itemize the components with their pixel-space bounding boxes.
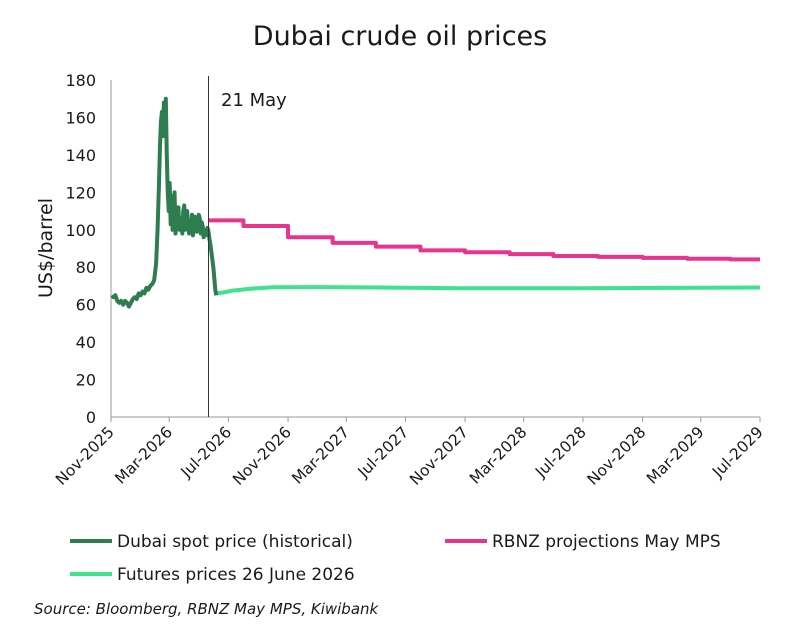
y-tick-label: 120	[65, 183, 96, 202]
x-tick-label: Nov-2026	[229, 423, 295, 489]
y-tick-label: 140	[65, 146, 96, 165]
source-note: Source: Bloomberg, RBNZ May MPS, Kiwiban…	[34, 600, 380, 618]
y-axis-label: US$/barrel	[35, 198, 57, 298]
y-tick-label: 0	[86, 408, 96, 427]
y-tick-label: 80	[76, 258, 96, 277]
x-tick-label: Jul-2029	[708, 423, 767, 482]
y-tick-label: 180	[65, 71, 96, 90]
x-tick-label: Nov-2028	[584, 423, 650, 489]
x-tick-label: Jul-2026	[177, 423, 236, 482]
y-tick-label: 160	[65, 108, 96, 127]
series-dubai-spot-line	[110, 96, 219, 309]
x-tick-label: Jul-2028	[531, 423, 590, 482]
legend-label-dubai-spot: Dubai spot price (historical)	[117, 532, 353, 552]
y-tick-label: 40	[76, 333, 96, 352]
x-tick-label: Mar-2026	[111, 423, 176, 488]
x-tick-label: Mar-2027	[289, 423, 354, 488]
series-rbnz-projections-line	[208, 218, 760, 262]
legend-label-futures: Futures prices 26 June 2026	[117, 565, 355, 585]
legend-label-rbnz-projections: RBNZ projections May MPS	[492, 532, 721, 552]
x-tick-label: Jul-2027	[354, 423, 413, 482]
annotation-label-21-may: 21 May	[221, 90, 287, 111]
x-tick-label: Nov-2025	[52, 423, 118, 489]
y-tick-label: 60	[76, 296, 96, 315]
x-tick-label: Mar-2028	[466, 423, 531, 488]
y-tick-label: 20	[76, 371, 96, 390]
chart-title: Dubai crude oil prices	[253, 21, 547, 52]
y-axis-ticks: 0 20 40 60 80 100 120 140 160 180	[65, 71, 96, 427]
y-tick-label: 100	[65, 221, 96, 240]
x-tick-label: Nov-2027	[406, 423, 472, 489]
x-tick-label: Mar-2029	[643, 423, 708, 488]
series-layer	[110, 96, 761, 309]
series-futures-line	[215, 285, 761, 296]
